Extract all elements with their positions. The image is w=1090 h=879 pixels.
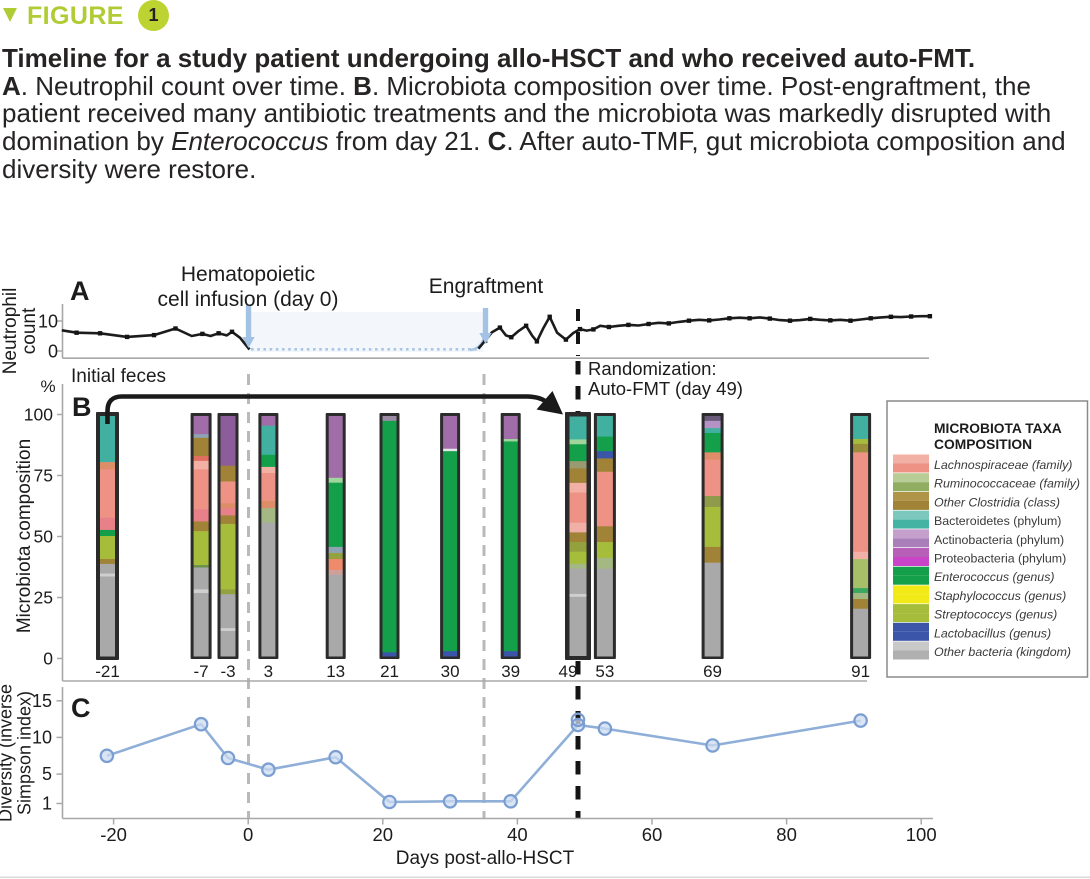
svg-text:-21: -21 [95, 662, 120, 681]
svg-text:Neutrophil: Neutrophil [0, 288, 21, 375]
svg-text:%: % [40, 377, 55, 396]
svg-text:Other Clostridia (class): Other Clostridia (class) [934, 495, 1060, 509]
svg-text:Enterococcus (genus): Enterococcus (genus) [934, 570, 1055, 584]
svg-text:10: 10 [32, 727, 52, 747]
svg-text:Days post-allo-HSCT: Days post-allo-HSCT [396, 848, 575, 869]
svg-text:Actinobacteria (phylum): Actinobacteria (phylum) [934, 533, 1064, 547]
svg-text:49: 49 [559, 662, 578, 681]
svg-text:100: 100 [24, 405, 53, 425]
svg-text:Randomization:: Randomization: [588, 358, 717, 379]
svg-text:25: 25 [34, 588, 53, 608]
svg-text:40: 40 [507, 824, 528, 845]
svg-text:B: B [72, 392, 92, 422]
svg-text:13: 13 [326, 662, 345, 681]
svg-text:Lactobacillus (genus): Lactobacillus (genus) [934, 626, 1051, 640]
svg-text:A: A [70, 276, 90, 306]
svg-text:-20: -20 [100, 824, 127, 845]
svg-text:Microbiota composition: Microbiota composition [14, 439, 35, 633]
svg-text:Auto-FMT (day 49): Auto-FMT (day 49) [588, 378, 743, 399]
svg-text:21: 21 [380, 662, 399, 681]
svg-text:75: 75 [34, 466, 53, 486]
svg-text:1: 1 [42, 793, 52, 813]
svg-text:Diversity (inverse: Diversity (inverse [0, 684, 16, 822]
svg-text:MICROBIOTA TAXA: MICROBIOTA TAXA [934, 421, 1062, 436]
svg-text:Ruminococcaceae (family): Ruminococcaceae (family) [934, 477, 1080, 491]
svg-text:Streptococcys (genus): Streptococcys (genus) [934, 608, 1057, 622]
svg-text:0: 0 [243, 824, 253, 845]
svg-text:Proteobacteria (phylum): Proteobacteria (phylum) [934, 552, 1066, 566]
svg-text:Initial feces: Initial feces [71, 366, 166, 387]
svg-text:COMPOSITION: COMPOSITION [934, 437, 1032, 452]
svg-text:Staphylococcus (genus): Staphylococcus (genus) [934, 589, 1066, 603]
svg-text:count: count [19, 307, 40, 354]
svg-text:100: 100 [906, 824, 937, 845]
svg-text:30: 30 [441, 662, 460, 681]
svg-text:91: 91 [851, 662, 870, 681]
svg-text:Hematopoietic: Hematopoietic [181, 263, 315, 286]
svg-text:cell infusion (day 0): cell infusion (day 0) [158, 288, 339, 311]
svg-text:15: 15 [32, 691, 52, 711]
svg-text:Simpson index): Simpson index) [15, 691, 35, 815]
svg-text:5: 5 [42, 764, 52, 784]
svg-text:C: C [71, 693, 91, 723]
svg-text:10: 10 [38, 312, 58, 332]
svg-text:0: 0 [48, 342, 58, 362]
svg-text:69: 69 [703, 662, 722, 681]
svg-text:Other bacteria (kingdom): Other bacteria (kingdom) [934, 645, 1071, 659]
svg-text:Lachnospiraceae (family): Lachnospiraceae (family) [934, 458, 1072, 472]
svg-text:-7: -7 [194, 662, 209, 681]
svg-text:53: 53 [595, 662, 614, 681]
svg-text:3: 3 [264, 662, 273, 681]
svg-text:20: 20 [373, 824, 394, 845]
svg-text:-3: -3 [220, 662, 235, 681]
svg-text:Engraftment: Engraftment [429, 275, 544, 298]
svg-text:80: 80 [776, 824, 797, 845]
svg-text:60: 60 [642, 824, 663, 845]
svg-text:39: 39 [501, 662, 520, 681]
svg-text:0: 0 [43, 649, 53, 669]
svg-text:50: 50 [34, 527, 54, 547]
svg-text:Bacteroidetes (phylum): Bacteroidetes (phylum) [934, 514, 1061, 528]
